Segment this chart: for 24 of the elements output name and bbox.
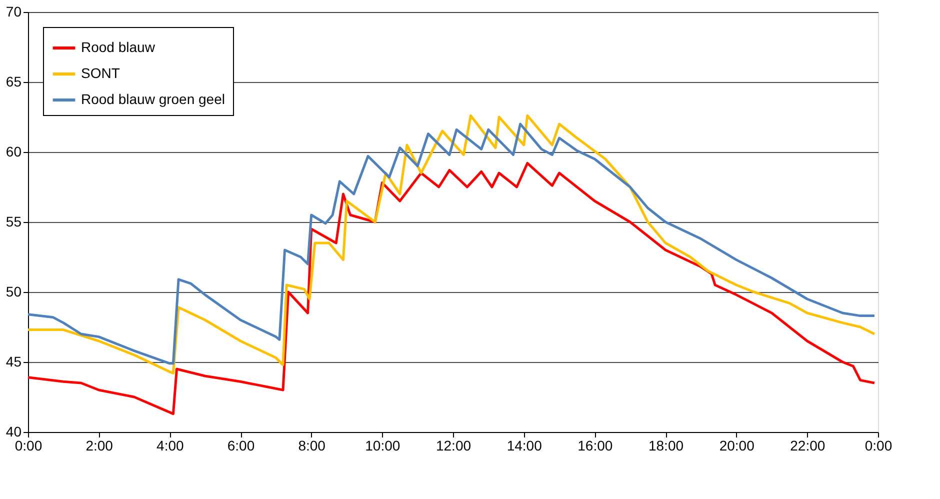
y-tick-label: 55 (6, 214, 22, 230)
x-tick-label: 6:00 (227, 438, 255, 454)
y-tick-label: 40 (6, 424, 22, 440)
line-series (26, 162, 876, 416)
x-tick-label: 16:00 (578, 438, 613, 454)
x-tick-label: 18:00 (648, 438, 684, 454)
y-tick-label: 45 (6, 354, 22, 370)
y-tick-label: 60 (6, 144, 22, 160)
y-tick-label: 65 (6, 74, 22, 90)
y-tick-label: 70 (6, 4, 22, 20)
x-tick-label: 14:00 (506, 438, 542, 454)
legend-label: SONT (81, 65, 120, 81)
legend-label: Rood blauw (81, 39, 156, 55)
x-tick-label: 0:00 (14, 438, 42, 454)
x-tick-label: 22:00 (790, 438, 826, 454)
x-tick-label: 10:00 (365, 438, 400, 454)
x-tick-label: 2:00 (86, 438, 114, 454)
x-tick-label: 8:00 (298, 438, 326, 454)
x-tick-label: 12:00 (436, 438, 472, 454)
x-tick-label: 20:00 (719, 438, 755, 454)
x-tick-label: 0:00 (864, 438, 892, 454)
y-tick-label: 50 (6, 284, 22, 300)
x-tick-label: 4:00 (156, 438, 184, 454)
legend-label: Rood blauw groen geel (81, 91, 225, 107)
